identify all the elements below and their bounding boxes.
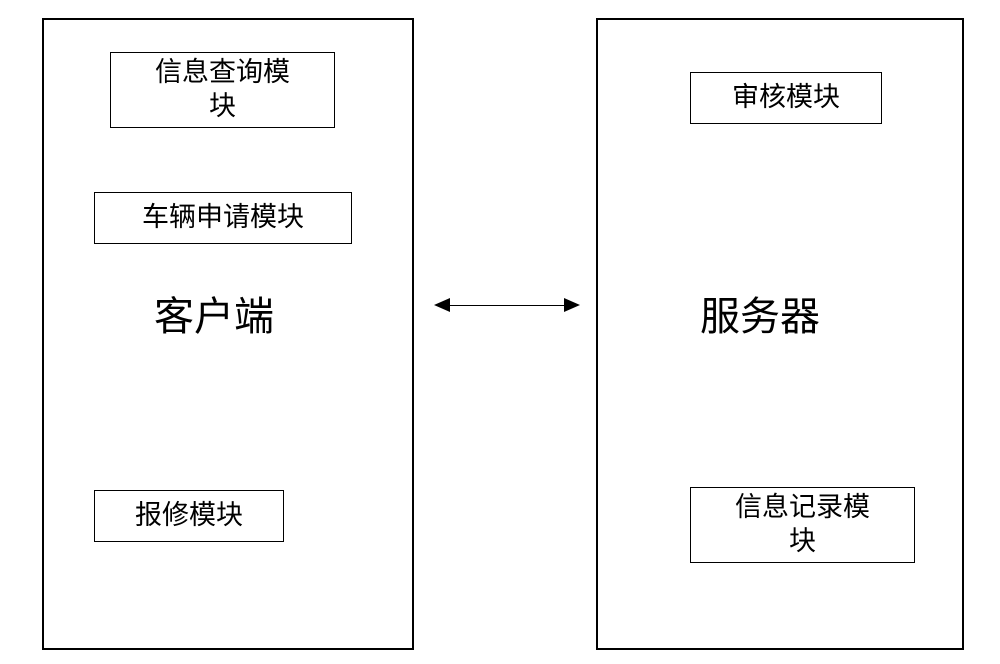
- client-label: 客户端: [154, 284, 274, 342]
- vehicle-apply-module: 车辆申请模块: [94, 192, 352, 244]
- vehicle-apply-label: 车辆申请模块: [142, 201, 304, 235]
- arrowhead-right-icon: [564, 298, 580, 312]
- diagram-canvas: 信息查询模块 车辆申请模块 报修模块 审核模块 信息记录模块 客户端 服务器: [0, 0, 1000, 664]
- arrowhead-left-icon: [434, 298, 450, 312]
- info-record-module: 信息记录模块: [690, 487, 915, 563]
- connection-arrow: [450, 305, 564, 306]
- server-label: 服务器: [700, 284, 820, 342]
- repair-label: 报修模块: [135, 499, 243, 533]
- info-query-module: 信息查询模块: [110, 52, 335, 128]
- audit-module: 审核模块: [690, 72, 882, 124]
- audit-label: 审核模块: [732, 81, 840, 115]
- client-label-text: 客户端: [154, 294, 274, 339]
- info-record-label: 信息记录模块: [735, 491, 870, 559]
- server-label-text: 服务器: [700, 294, 820, 339]
- info-query-label: 信息查询模块: [155, 56, 290, 124]
- repair-module: 报修模块: [94, 490, 284, 542]
